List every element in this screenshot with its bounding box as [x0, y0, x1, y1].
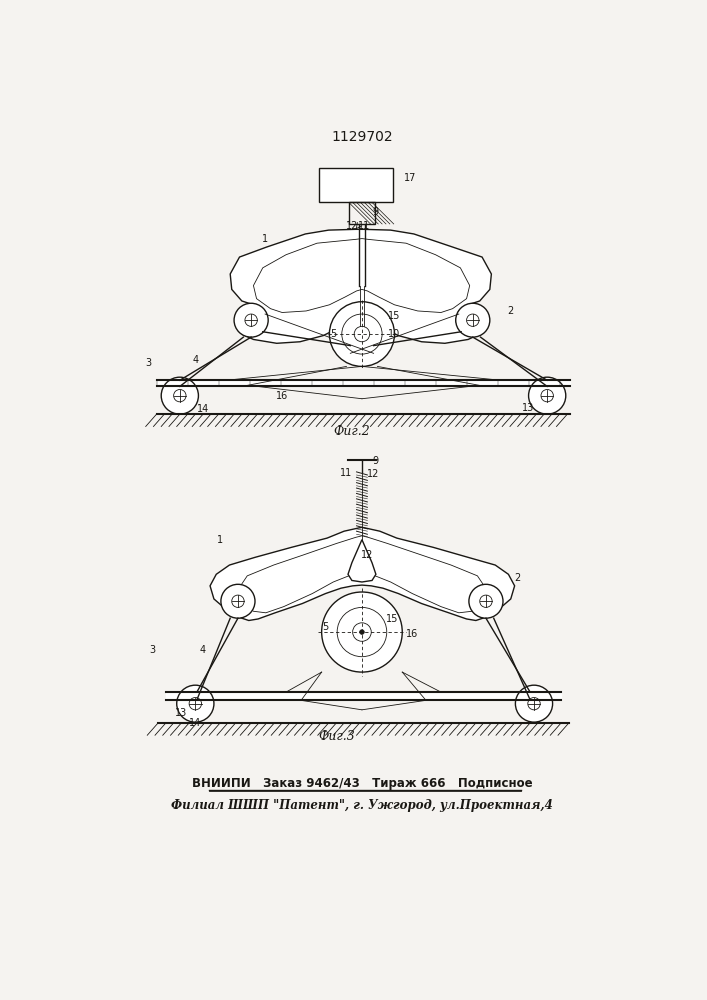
Text: 9: 9	[372, 456, 378, 466]
Text: Филиал ШШП "Патент", г. Ужгород, ул.Проектная,4: Филиал ШШП "Патент", г. Ужгород, ул.Прое…	[171, 799, 553, 812]
Polygon shape	[348, 540, 376, 582]
Text: 3: 3	[146, 358, 152, 368]
Circle shape	[480, 595, 492, 607]
Text: Фиг.2: Фиг.2	[334, 425, 370, 438]
Circle shape	[322, 592, 402, 672]
Text: 3: 3	[149, 645, 155, 655]
Circle shape	[245, 314, 257, 326]
Text: 11: 11	[358, 221, 370, 231]
Circle shape	[341, 314, 382, 354]
Text: 1: 1	[217, 535, 223, 545]
Text: 5: 5	[330, 329, 337, 339]
Circle shape	[360, 630, 364, 634]
Text: 2: 2	[507, 306, 513, 316]
Text: 14: 14	[197, 404, 209, 414]
Circle shape	[456, 303, 490, 337]
Circle shape	[528, 698, 540, 710]
Circle shape	[541, 390, 554, 402]
Bar	[349, 202, 375, 224]
Text: 4: 4	[192, 355, 199, 365]
Text: ВНИИПИ   Заказ 9462/43   Тираж 666   Подписное: ВНИИПИ Заказ 9462/43 Тираж 666 Подписное	[192, 777, 532, 790]
Circle shape	[467, 314, 479, 326]
Circle shape	[189, 698, 201, 710]
Circle shape	[529, 377, 566, 414]
Circle shape	[232, 595, 244, 607]
Text: 11: 11	[339, 468, 352, 478]
Bar	[320, 168, 393, 202]
Text: 2: 2	[515, 573, 521, 583]
Text: 10: 10	[388, 329, 401, 339]
Circle shape	[337, 607, 387, 657]
Circle shape	[234, 303, 268, 337]
Text: 17: 17	[404, 173, 416, 183]
Text: 9: 9	[372, 207, 378, 217]
Circle shape	[354, 326, 370, 342]
Text: 1: 1	[262, 234, 268, 244]
Text: 16: 16	[276, 391, 288, 401]
Text: 13: 13	[522, 403, 534, 413]
Circle shape	[174, 390, 186, 402]
Text: 14: 14	[189, 718, 201, 728]
Circle shape	[329, 302, 395, 366]
Text: 12: 12	[361, 550, 373, 560]
Circle shape	[353, 623, 371, 641]
Text: 15: 15	[388, 311, 401, 321]
Circle shape	[161, 377, 199, 414]
Text: 13: 13	[175, 708, 187, 718]
Circle shape	[221, 584, 255, 618]
Text: 15: 15	[386, 614, 398, 624]
Polygon shape	[230, 229, 491, 343]
Text: 16: 16	[407, 629, 419, 639]
Circle shape	[177, 685, 214, 722]
Polygon shape	[210, 527, 515, 620]
Text: 5: 5	[322, 622, 329, 632]
Text: Фиг.3: Фиг.3	[318, 730, 355, 742]
Text: 12: 12	[368, 469, 380, 479]
Circle shape	[469, 584, 503, 618]
Circle shape	[515, 685, 553, 722]
Text: 12: 12	[346, 221, 358, 231]
Text: 4: 4	[200, 645, 206, 655]
Text: 1129702: 1129702	[331, 130, 393, 144]
